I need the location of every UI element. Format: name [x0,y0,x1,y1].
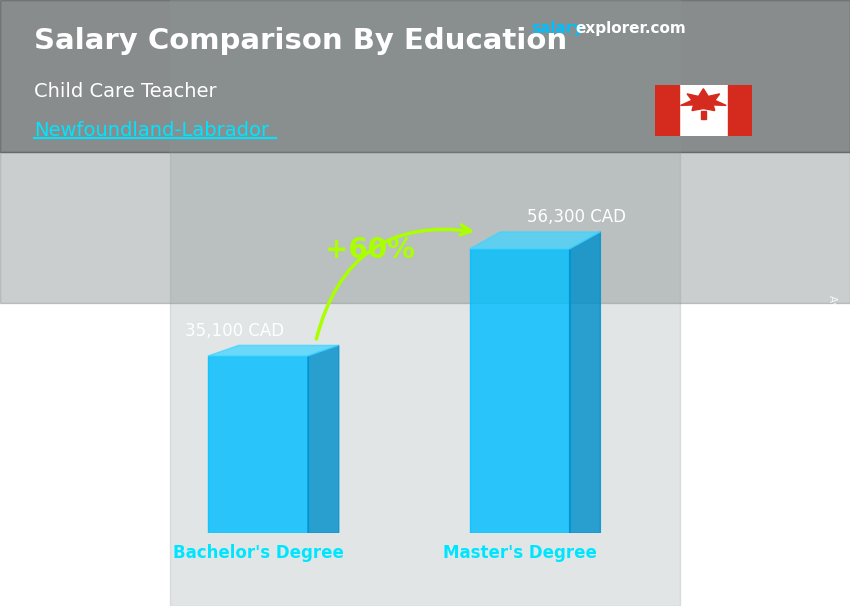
Text: explorer.com: explorer.com [575,21,686,36]
Bar [170,0,680,606]
Bar [654,85,679,136]
Text: 56,300 CAD: 56,300 CAD [527,208,626,227]
Polygon shape [469,249,570,533]
Text: Newfoundland-Labrador: Newfoundland-Labrador [34,121,269,140]
Text: Average Yearly Salary: Average Yearly Salary [827,295,837,408]
Polygon shape [570,232,600,533]
Text: Salary Comparison By Education: Salary Comparison By Education [34,27,567,55]
Text: salary: salary [531,21,584,36]
Bar [0,152,850,303]
Polygon shape [208,356,308,533]
Polygon shape [469,232,600,249]
Polygon shape [681,88,726,110]
Text: +60%: +60% [325,236,415,264]
Bar [0,0,850,152]
Polygon shape [308,345,339,533]
Bar [728,85,752,136]
Polygon shape [208,345,339,356]
Text: 35,100 CAD: 35,100 CAD [184,322,284,340]
Text: Child Care Teacher: Child Care Teacher [34,82,217,101]
Bar [701,110,706,119]
